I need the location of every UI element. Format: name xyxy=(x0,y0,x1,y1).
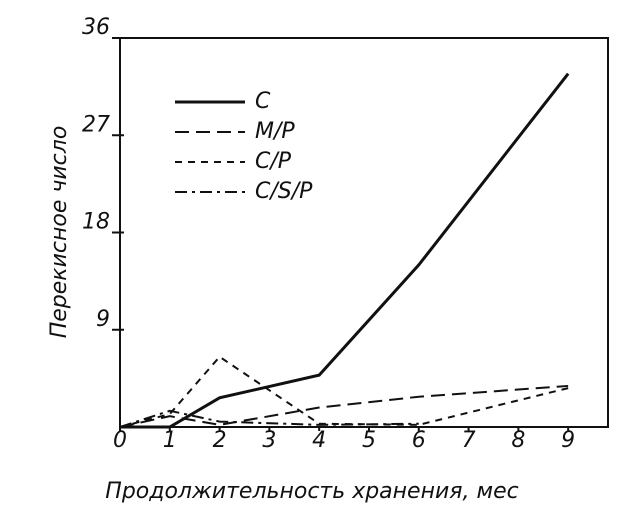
x-tick-label: 1 xyxy=(163,428,177,453)
series-line xyxy=(120,72,570,429)
x-tick-label: 7 xyxy=(462,428,476,453)
x-tick-label: 3 xyxy=(262,428,276,453)
x-tick-label: 9 xyxy=(561,428,575,453)
series-line xyxy=(119,409,419,428)
y-tick-label: 36 xyxy=(82,15,110,40)
x-tick-label: 2 xyxy=(213,428,227,453)
x-tick-label: 5 xyxy=(362,428,376,453)
x-axis-label: Продолжительность хранения, мес xyxy=(105,479,518,504)
legend-label: C/P xyxy=(255,149,292,174)
legend-label: M/P xyxy=(255,119,295,144)
y-tick-label: 9 xyxy=(96,307,110,332)
legend-label: C xyxy=(255,89,271,114)
x-tick-label: 8 xyxy=(511,428,525,453)
x-tick-label: 4 xyxy=(312,428,326,453)
y-axis-label: Перекисное число xyxy=(47,126,72,339)
x-tick-label: 0 xyxy=(113,428,127,453)
legend-label: C/S/P xyxy=(255,179,313,204)
y-tick-label: 18 xyxy=(82,210,110,235)
series-line xyxy=(119,384,569,428)
series-line xyxy=(119,355,569,428)
plot-frame xyxy=(119,37,609,428)
y-tick-label: 27 xyxy=(82,112,110,137)
x-tick-label: 6 xyxy=(412,428,426,453)
